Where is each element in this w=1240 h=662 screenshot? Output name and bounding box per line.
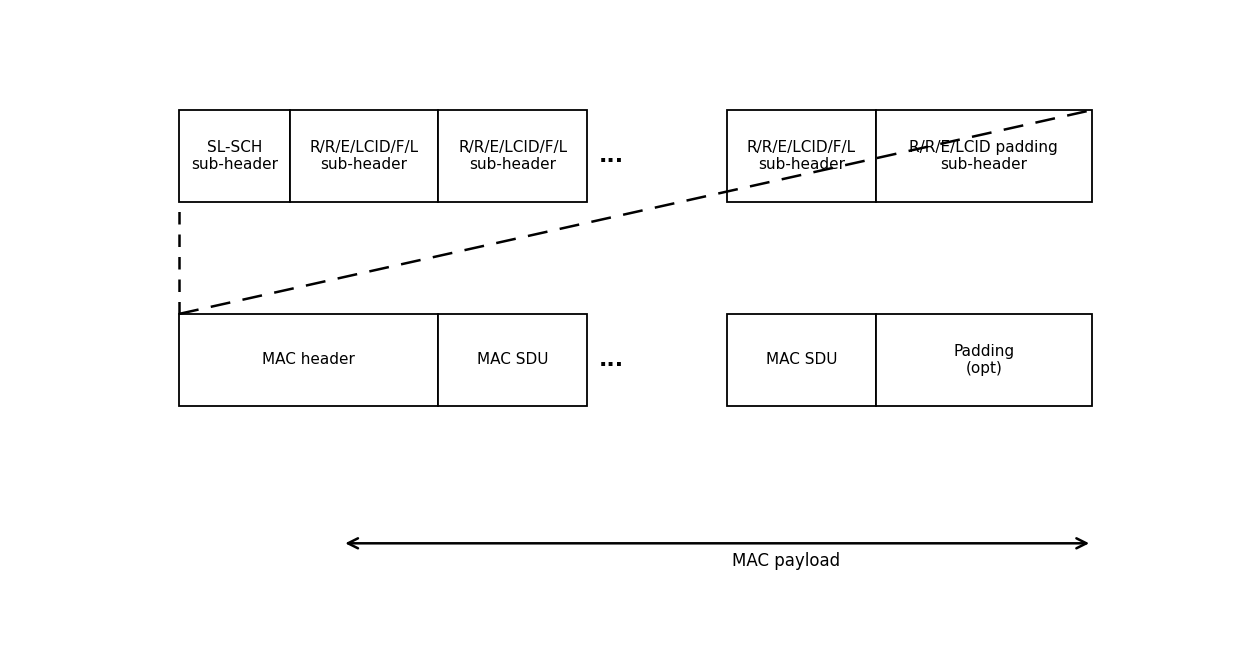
Text: R/R/E/LCID/F/L
sub-header: R/R/E/LCID/F/L sub-header xyxy=(459,140,568,172)
Text: R/R/E/LCID padding
sub-header: R/R/E/LCID padding sub-header xyxy=(909,140,1058,172)
Bar xyxy=(875,314,1092,406)
Bar xyxy=(439,314,588,406)
Text: SL-SCH
sub-header: SL-SCH sub-header xyxy=(191,140,278,172)
Text: MAC SDU: MAC SDU xyxy=(765,352,837,367)
Bar xyxy=(727,110,875,202)
Text: MAC header: MAC header xyxy=(263,352,355,367)
Text: MAC SDU: MAC SDU xyxy=(477,352,549,367)
Text: Padding
(opt): Padding (opt) xyxy=(954,344,1014,376)
Bar xyxy=(727,314,875,406)
Text: ...: ... xyxy=(599,146,624,166)
Bar xyxy=(179,314,439,406)
Text: R/R/E/LCID/F/L
sub-header: R/R/E/LCID/F/L sub-header xyxy=(310,140,419,172)
Bar xyxy=(875,110,1092,202)
Bar xyxy=(179,110,290,202)
Text: ...: ... xyxy=(599,350,624,370)
Text: R/R/E/LCID/F/L
sub-header: R/R/E/LCID/F/L sub-header xyxy=(746,140,856,172)
Text: MAC payload: MAC payload xyxy=(732,552,839,570)
Bar xyxy=(439,110,588,202)
Bar xyxy=(290,110,439,202)
